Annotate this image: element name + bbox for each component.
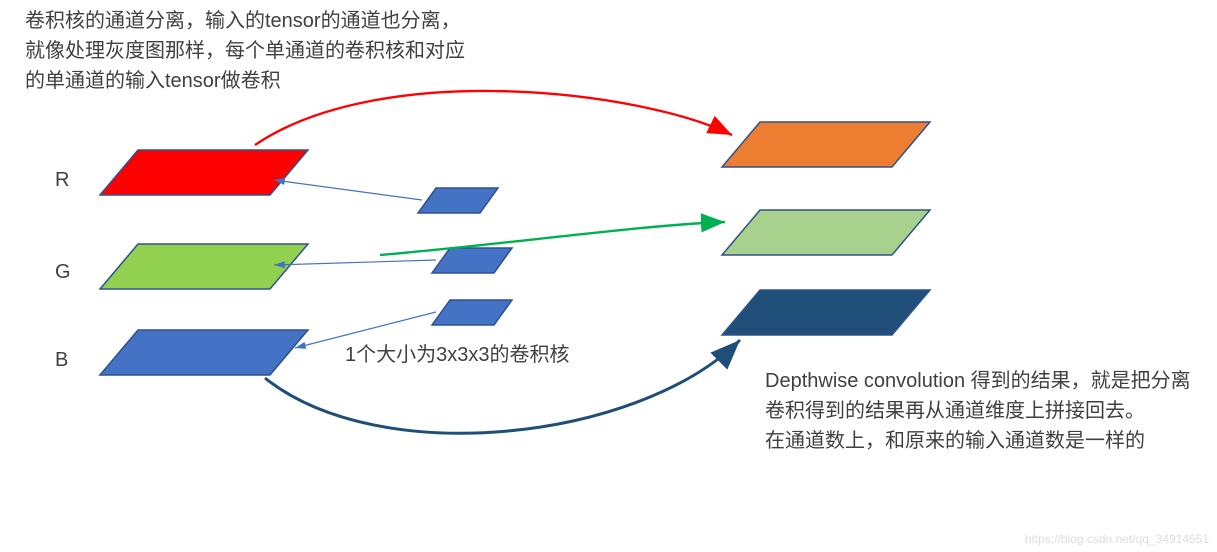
arrow-k0-R — [274, 180, 422, 200]
label-g: G — [55, 257, 71, 287]
watermark: https://blog.csdn.net/qq_34914551 — [1025, 532, 1209, 546]
label-r: R — [55, 165, 69, 195]
arrow-G-out1 — [380, 222, 725, 255]
top-caption: 卷积核的通道分离，输入的tensor的通道也分离，就像处理灰度图那样，每个单通道… — [25, 6, 465, 96]
arrow-R-out0 — [255, 91, 732, 145]
input-B — [100, 330, 308, 375]
input-G — [100, 244, 308, 289]
output-0 — [722, 122, 930, 167]
kernel-0 — [418, 188, 498, 213]
label-b: B — [55, 345, 68, 375]
output-1 — [722, 210, 930, 255]
kernel-2 — [432, 300, 512, 325]
kernel-1 — [432, 248, 512, 273]
arrow-k1-G — [274, 260, 436, 265]
right-caption: Depthwise convolution 得到的结果，就是把分离卷积得到的结果… — [765, 366, 1195, 456]
input-R — [100, 150, 308, 195]
kernel-caption: 1个大小为3x3x3的卷积核 — [345, 340, 645, 370]
output-2 — [722, 290, 930, 335]
